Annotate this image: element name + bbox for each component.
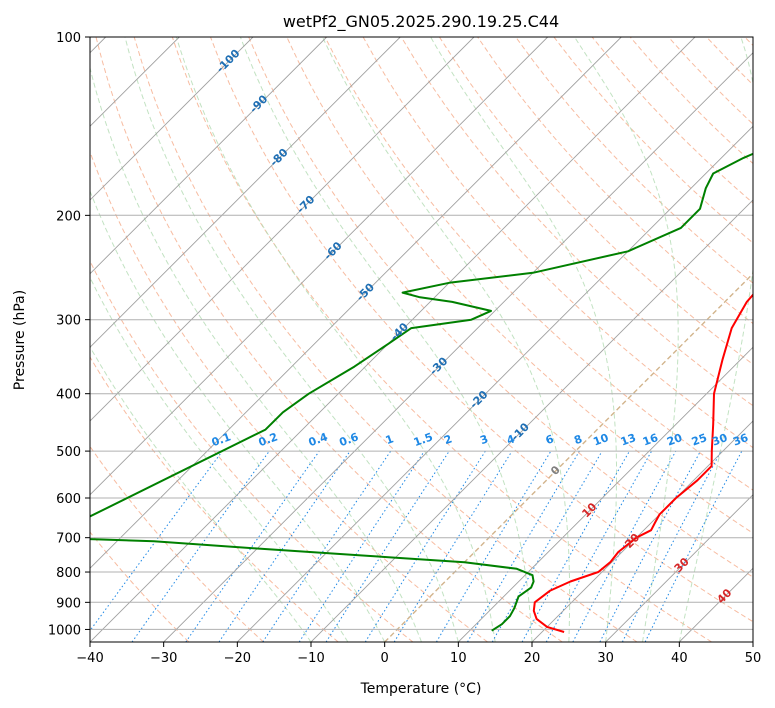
mixing-ratio-label: 0.2 [257,430,280,449]
y-tick-label: 200 [56,209,81,224]
dry-adiabat [90,356,339,642]
mixing-ratio-line [218,450,351,642]
mixing-ratio-label: 25 [690,431,709,448]
dry-adiabat [210,37,753,623]
y-axis-title: Pressure (hPa) [12,290,28,390]
moist-adiabat [430,37,617,642]
dry-adiabat [90,531,190,642]
mixing-ratio-line [644,450,743,642]
mixing-ratio-line [521,450,630,642]
moist-adiabat [90,276,349,642]
isotherm [90,37,475,422]
mixing-ratio-line [262,450,392,642]
mixing-ratio-label: 6 [544,432,556,447]
isotherm [605,494,753,642]
dry-adiabat [400,37,753,407]
mixing-ratio-line [325,450,450,642]
x-tick-label: −10 [297,651,324,666]
isotherm [90,37,254,201]
x-tick-label: 30 [597,651,614,666]
x-tick-label: 20 [524,651,541,666]
plot-frame [89,36,754,643]
dry-adiabat [515,37,753,284]
mixing-ratio-line [393,450,513,642]
dry-adiabat [324,37,753,491]
y-tick-label: 800 [56,566,81,581]
y-tick-label: 700 [56,532,81,547]
y-tick-label: 900 [56,596,81,611]
x-tick-label: 0 [381,651,389,666]
mixing-ratio-line [185,450,320,642]
mixing-ratio-label: 8 [572,432,584,447]
isotherm [384,272,753,642]
mixing-ratio-line [572,450,677,642]
x-tick-label: −40 [76,651,103,666]
mixing-ratio-label: 0.6 [338,430,361,449]
moist-adiabat [90,189,386,642]
mixing-ratio-label: 13 [619,431,638,448]
x-tick-label: −30 [150,651,177,666]
y-tick-label: 500 [56,445,81,460]
mixing-ratio-label: 4 [505,432,517,447]
moist-adiabat [124,37,459,642]
isotherm [90,37,549,496]
mixing-ratio-line [298,450,425,642]
isotherm [90,37,328,275]
axis-ticks: −40 −30 −20 −10 0 10 20 30 40 5010020030040050060… [48,31,761,666]
x-tick-label: 40 [671,651,688,666]
mixing-ratio-label: 0.4 [307,430,330,449]
moist-adiabat [678,37,753,642]
moist-adiabat [322,37,571,642]
dry-adiabat [248,37,753,578]
mixing-ratio-line [90,450,223,632]
moist-adiabat [239,37,533,642]
moist-adiabat [175,37,496,642]
dry-adiabat [95,37,563,642]
mixing-ratio-label: 10 [591,431,610,449]
dry-adiabat [90,150,488,642]
temperature-line [532,293,753,633]
dry-adiabat [133,37,638,642]
moist-adiabat [90,65,422,642]
mixing-ratio-label: 30 [710,431,729,449]
dry-adiabat [438,37,753,366]
isotherm [90,37,696,642]
y-tick-label: 300 [56,314,81,329]
x-tick-label: −20 [224,651,251,666]
isotherm [90,37,401,348]
dewpoint-line [90,152,753,632]
chart-title: wetPf2_GN05.2025.290.19.25.C44 [283,12,559,32]
mixing-ratio-label: 20 [665,431,684,449]
isotherm [90,37,622,569]
dry-adiabat [171,37,712,642]
y-tick-label: 1000 [48,623,81,638]
mixing-ratio-label: 1.5 [412,430,435,449]
y-tick-label: 100 [56,31,81,46]
mixing-ratio-label: 0.1 [210,430,233,449]
moist-adiabat [574,37,679,642]
x-axis-title: Temperature (°C) [360,681,482,697]
mixing-ratio-label: 2 [442,432,454,447]
isotherm [457,346,753,642]
y-tick-label: 600 [56,492,81,507]
dry-adiabat [90,445,264,642]
x-tick-label: 50 [745,651,762,666]
mixing-ratio-label: 16 [641,431,660,449]
mixing-ratio-line [131,450,270,642]
isotherm [163,52,753,642]
mixing-ratio-label: 3 [478,432,490,447]
isotherm [236,125,753,642]
mixing-ratio-line [545,450,653,642]
isotherm [310,199,753,642]
background-lines [90,37,753,642]
mixing-ratio-label: 36 [731,431,750,449]
x-tick-label: 10 [450,651,467,666]
mixing-ratio-label: 1 [384,432,396,447]
y-tick-label: 400 [56,388,81,403]
data-series [90,152,753,633]
